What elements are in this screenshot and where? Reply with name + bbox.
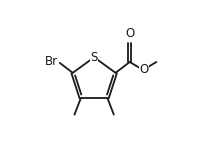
Text: Br: Br [45,55,58,68]
Text: O: O [125,27,134,40]
Text: O: O [139,64,149,76]
Text: S: S [90,51,98,64]
